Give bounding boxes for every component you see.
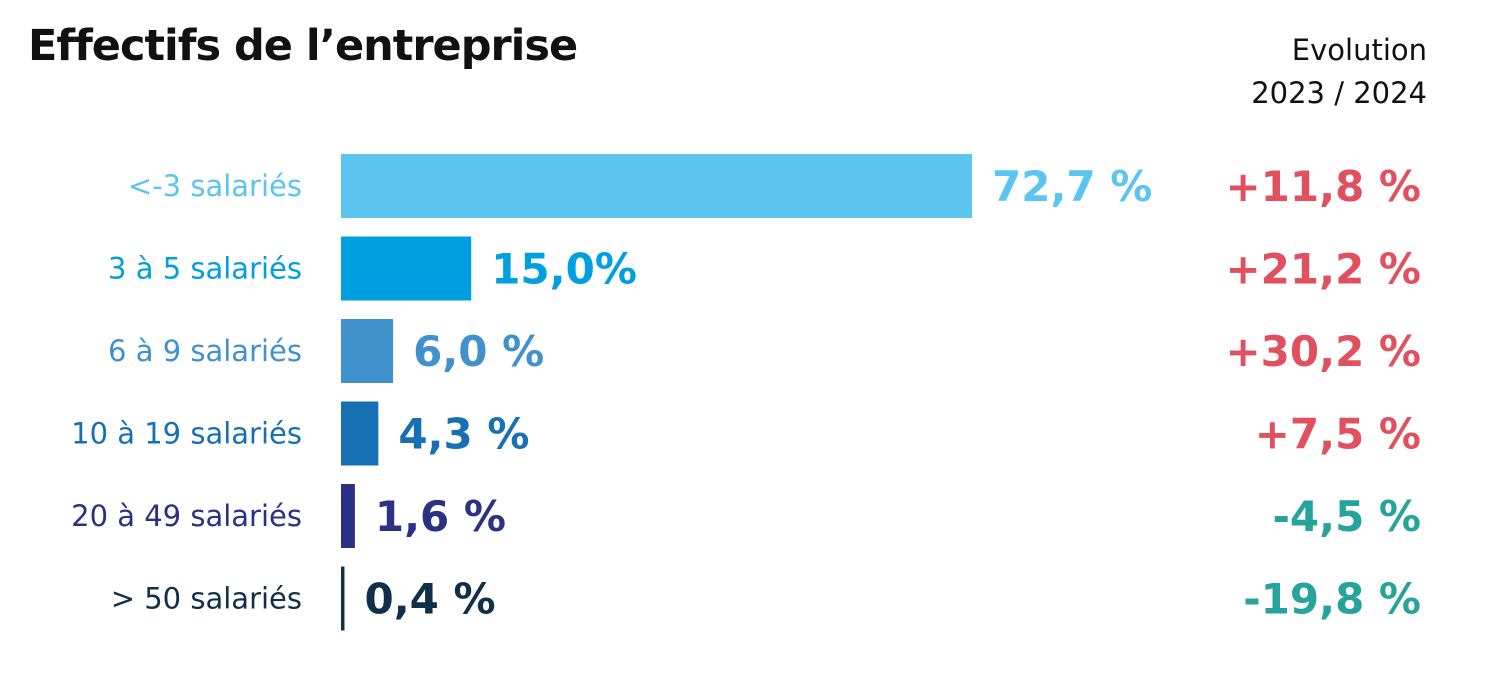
category-label: 3 à 5 salariés [108, 252, 302, 286]
value-label: 15,0% [491, 245, 637, 294]
evolution-label: +30,2 % [1225, 327, 1421, 376]
bar [341, 154, 972, 218]
category-label: 10 à 19 salariés [71, 417, 302, 451]
value-label: 4,3 % [398, 410, 529, 459]
bar [341, 236, 472, 301]
bar [341, 319, 394, 383]
bar [341, 566, 345, 631]
evolution-label: -19,8 % [1243, 575, 1421, 624]
category-label: <-3 salariés [128, 169, 302, 203]
bar [341, 484, 355, 548]
evolution-header-line1: Evolution [1292, 33, 1427, 67]
category-label: > 50 salariés [111, 582, 302, 616]
category-label: 20 à 49 salariés [71, 499, 302, 533]
chart-title: Effectifs de l’entreprise [28, 21, 577, 71]
category-label: 6 à 9 salariés [108, 334, 302, 368]
evolution-label: -4,5 % [1272, 492, 1421, 541]
evolution-label: +7,5 % [1255, 410, 1421, 459]
value-label: 6,0 % [413, 327, 544, 376]
evolution-label: +11,8 % [1225, 162, 1421, 211]
chart-rows: <-3 salariés 72,7 % +11,8 % 3 à 5 salariés 1… [71, 154, 1421, 631]
bar [341, 401, 379, 466]
value-label: 72,7 % [992, 162, 1152, 211]
evolution-header-line2: 2023 / 2024 [1251, 76, 1427, 110]
value-label: 0,4 % [364, 575, 495, 624]
value-label: 1,6 % [375, 492, 506, 541]
evolution-label: +21,2 % [1225, 245, 1421, 294]
